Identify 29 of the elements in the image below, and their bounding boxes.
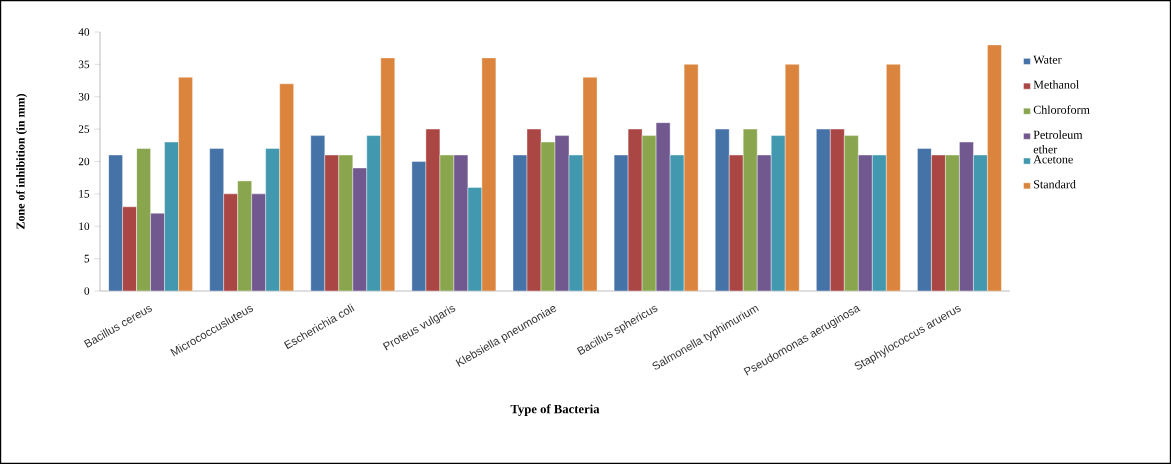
bar: [108, 154, 123, 291]
y-tick-label: 30: [78, 92, 90, 101]
bar: [237, 180, 252, 291]
legend-label: Standard: [1034, 179, 1076, 189]
y-tick-label: 35: [78, 60, 90, 69]
y-tick-label: 40: [78, 28, 90, 36]
bar: [844, 135, 859, 291]
legend-label: Methanol: [1033, 80, 1079, 89]
y-tick-label: 0: [84, 287, 90, 295]
legend-label: Acetone: [1033, 155, 1073, 164]
y-tick-label: 5: [84, 254, 90, 263]
bar: [136, 148, 151, 291]
y-tick-label: 25: [78, 125, 90, 133]
bar: [945, 154, 960, 291]
bar: [338, 154, 353, 291]
y-tick-label: 15: [79, 190, 90, 198]
legend-label: Chloroform: [1033, 105, 1090, 114]
y-axis-title: Zone of inhibition (in mm): [16, 94, 28, 229]
bar: [310, 135, 325, 291]
legend-label: Water: [1033, 55, 1062, 64]
legend-label: Petroleum ether: [1033, 130, 1083, 154]
bar: [209, 148, 224, 291]
y-tick-label: 10: [79, 222, 90, 231]
y-tick-label: 20: [78, 157, 90, 166]
x-axis-title: Type of Bacteria: [510, 404, 600, 416]
bar: [743, 128, 758, 291]
bar: [715, 128, 730, 291]
bar: [816, 128, 831, 291]
bar: [917, 148, 932, 291]
